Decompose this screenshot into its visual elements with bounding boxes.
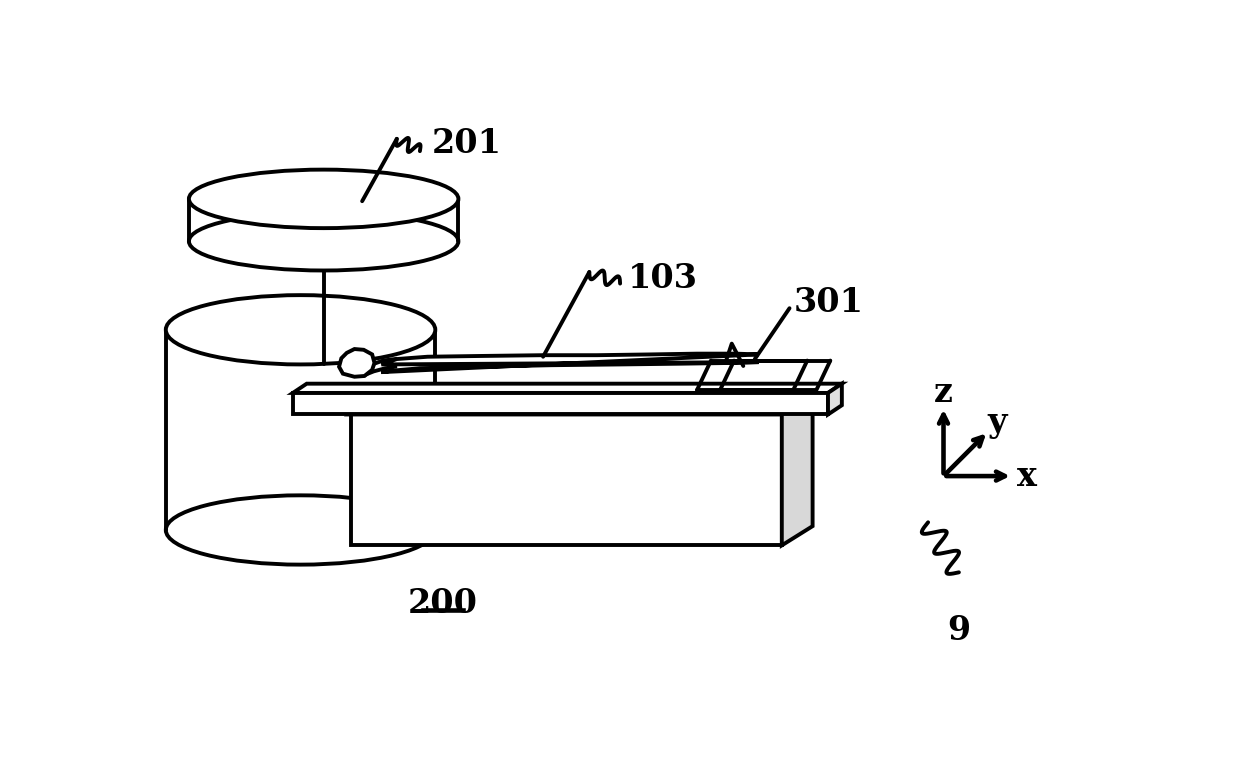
Text: 9: 9 <box>947 613 971 647</box>
Text: 200: 200 <box>408 587 477 619</box>
Text: y: y <box>987 405 1007 439</box>
Text: 201: 201 <box>432 127 501 160</box>
Text: x: x <box>1017 460 1037 493</box>
Polygon shape <box>166 329 435 530</box>
Text: 103: 103 <box>627 262 698 294</box>
Text: 301: 301 <box>794 286 863 320</box>
Ellipse shape <box>188 212 459 270</box>
Polygon shape <box>339 349 374 376</box>
Polygon shape <box>293 393 828 414</box>
Text: z: z <box>934 376 952 409</box>
Polygon shape <box>828 384 842 414</box>
Ellipse shape <box>188 169 459 228</box>
Polygon shape <box>188 199 459 241</box>
Polygon shape <box>293 384 842 393</box>
Polygon shape <box>351 395 812 414</box>
Polygon shape <box>781 395 812 546</box>
Ellipse shape <box>166 295 435 364</box>
Polygon shape <box>351 414 781 546</box>
Polygon shape <box>382 354 759 372</box>
Polygon shape <box>365 359 396 374</box>
Ellipse shape <box>166 496 435 565</box>
